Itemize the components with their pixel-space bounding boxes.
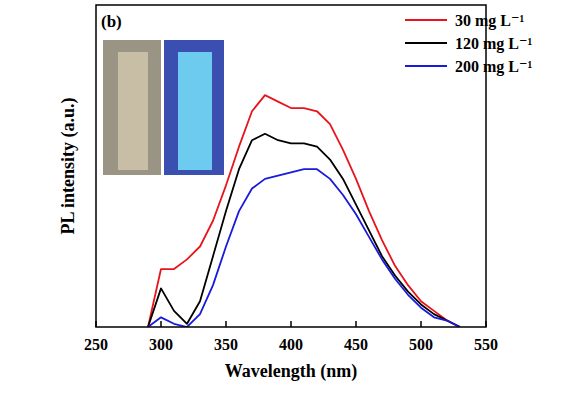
x-tick-label: 400 bbox=[279, 336, 303, 353]
legend-label: 120 mg L⁻¹ bbox=[455, 35, 532, 53]
x-tick bbox=[160, 321, 162, 327]
x-tick-label: 350 bbox=[214, 336, 238, 353]
x-axis-label: Wavelength (nm) bbox=[225, 361, 358, 382]
x-tick bbox=[485, 321, 487, 327]
panel-label: (b) bbox=[101, 12, 122, 31]
x-tick bbox=[225, 321, 227, 327]
legend-label: 200 mg L⁻¹ bbox=[455, 58, 532, 76]
inset-photo bbox=[164, 40, 224, 175]
x-tick bbox=[420, 321, 422, 327]
y-axis-label: PL intensity (a.u.) bbox=[58, 97, 79, 234]
x-tick-label: 250 bbox=[84, 336, 108, 353]
chart: 250 300 350 400 450 500 550 Wavelength (nm) PL i… bbox=[0, 0, 577, 394]
inset-photo bbox=[103, 40, 161, 175]
x-tick bbox=[290, 321, 292, 327]
inset-photo-cuvette bbox=[178, 52, 212, 170]
plot-frame bbox=[96, 5, 486, 327]
x-tick bbox=[95, 321, 97, 327]
x-tick-label: 550 bbox=[474, 336, 498, 353]
x-tick bbox=[355, 321, 357, 327]
x-tick-label: 500 bbox=[409, 336, 433, 353]
series-line bbox=[148, 169, 460, 327]
inset-photo-cuvette bbox=[118, 52, 148, 170]
legend-label: 30 mg L⁻¹ bbox=[455, 12, 524, 30]
x-tick-label: 300 bbox=[149, 336, 173, 353]
x-tick-label: 450 bbox=[344, 336, 368, 353]
legend-swatch bbox=[405, 42, 447, 44]
legend-swatch bbox=[405, 65, 447, 67]
legend-swatch bbox=[405, 19, 447, 21]
